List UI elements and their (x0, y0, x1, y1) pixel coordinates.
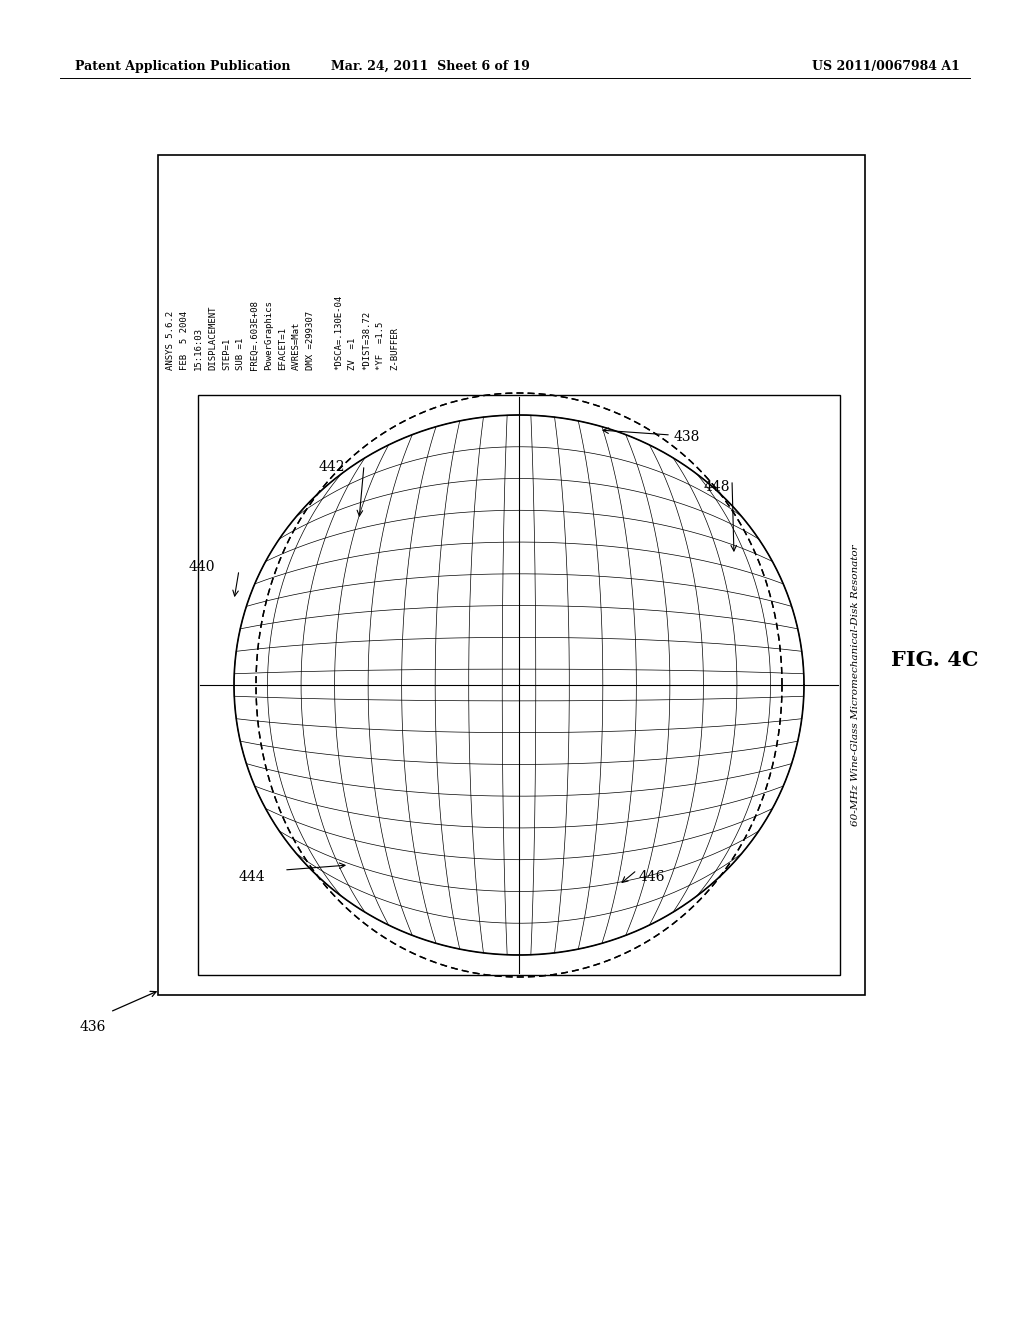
Text: DISPLACEMENT: DISPLACEMENT (208, 305, 217, 370)
Text: AVRES=Mat: AVRES=Mat (292, 322, 301, 370)
Text: SUB =1: SUB =1 (236, 338, 245, 370)
Text: STEP=1: STEP=1 (222, 338, 231, 370)
Text: *DSCA=.130E-04: *DSCA=.130E-04 (334, 294, 343, 370)
Text: 442: 442 (319, 459, 345, 474)
Text: *YF  =1.5: *YF =1.5 (376, 322, 385, 370)
Text: 60-MHz Wine-Glass Micromechanical-Disk Resonator: 60-MHz Wine-Glass Micromechanical-Disk R… (852, 544, 860, 826)
Text: 436: 436 (80, 1020, 106, 1034)
Text: Mar. 24, 2011  Sheet 6 of 19: Mar. 24, 2011 Sheet 6 of 19 (331, 59, 529, 73)
Text: 446: 446 (639, 870, 666, 884)
Text: 15:16:03: 15:16:03 (194, 327, 203, 370)
Text: 448: 448 (705, 480, 730, 494)
Text: FREQ=.603E+08: FREQ=.603E+08 (250, 300, 259, 370)
Text: 440: 440 (189, 560, 215, 574)
Text: 438: 438 (674, 430, 700, 444)
Text: DMX =299307: DMX =299307 (306, 312, 315, 370)
Text: *DIST=38.72: *DIST=38.72 (362, 312, 371, 370)
Text: FIG. 4C: FIG. 4C (891, 649, 979, 671)
Text: US 2011/0067984 A1: US 2011/0067984 A1 (812, 59, 961, 73)
Text: PowerGraphics: PowerGraphics (264, 300, 273, 370)
Text: Patent Application Publication: Patent Application Publication (75, 59, 291, 73)
Text: EFACET=1: EFACET=1 (278, 327, 287, 370)
Bar (158, 154, 865, 995)
Text: FEB  5 2004: FEB 5 2004 (180, 312, 189, 370)
Text: ZV  =1: ZV =1 (348, 338, 357, 370)
Text: ANSYS 5.6.2: ANSYS 5.6.2 (166, 312, 175, 370)
Bar (198, 395, 840, 975)
Text: Z-BUFFER: Z-BUFFER (390, 327, 399, 370)
Text: 444: 444 (239, 870, 265, 884)
